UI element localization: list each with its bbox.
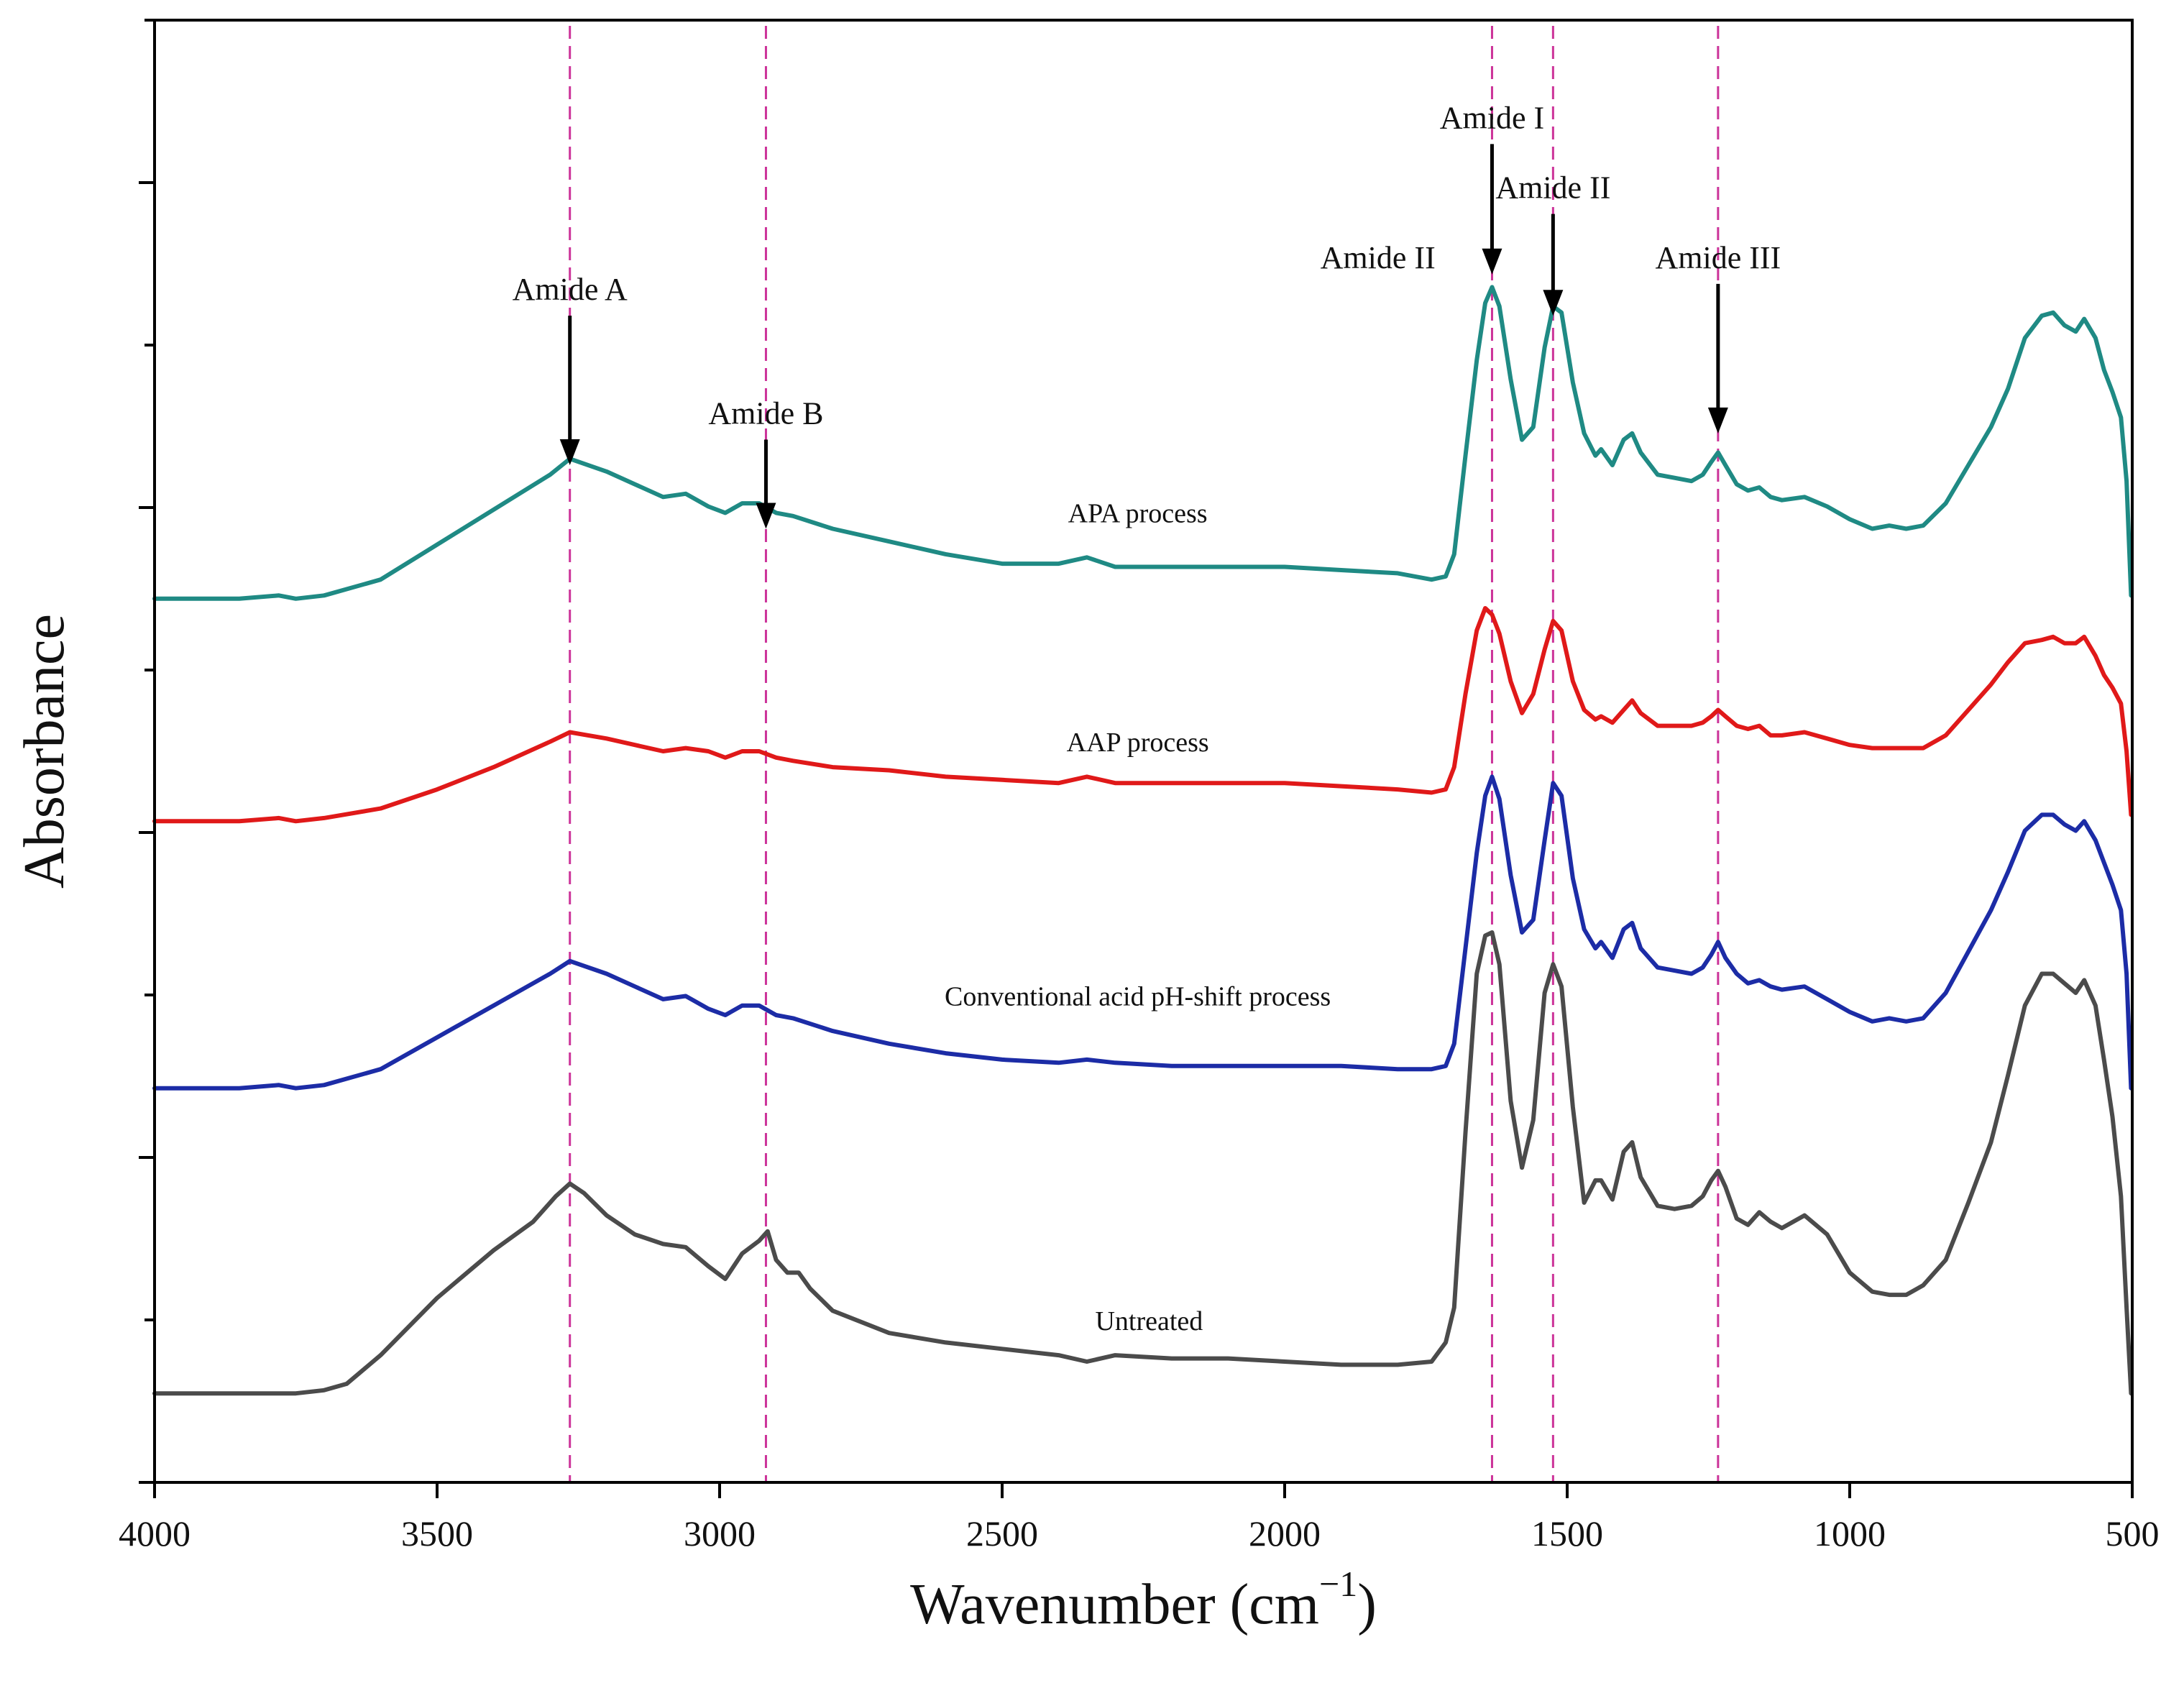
x-tick-label: 3500 [401,1513,473,1554]
x-tick-label: 2000 [1249,1513,1321,1554]
x-axis-title-main: Wavenumber (cm [910,1573,1319,1636]
series-line [152,774,2134,1091]
annotation-label: Amide III [1656,240,1781,275]
x-tick-label: 4000 [119,1513,191,1554]
series-line [152,606,2134,824]
annotation-label: Amide I [1440,100,1544,135]
x-tick-label: 500 [2106,1513,2160,1554]
x-tick-label: 1500 [1531,1513,1603,1554]
annotation-arrowhead [756,503,776,529]
annotation-label: Amide II [1321,240,1436,275]
plot-area: APA process AAP process Conventional acid … [152,26,2134,1482]
series-label: AAP process [1067,728,1209,758]
tick-marks: 4000 3500 3000 2500 2000 1500 1000 500 [119,19,2160,1554]
annotation-arrowhead [1482,248,1502,275]
annotation-arrowhead [1543,290,1564,316]
annotation-label: Amide B [708,396,823,431]
series-label: APA process [1068,499,1208,529]
series-line [152,285,2134,601]
x-tick-label: 1000 [1814,1513,1886,1554]
series-line [152,930,2134,1396]
x-axis-title-close: ) [1357,1573,1377,1636]
annotation-arrowhead [559,439,580,466]
annotation-label: Amide II [1495,170,1610,206]
series-label: Conventional acid pH-shift process [945,982,1331,1012]
annotation-arrowhead [1707,407,1728,434]
axes [153,19,2134,1484]
x-axis-title: Wavenumber (cm−1) [910,1564,1377,1636]
x-tick-label: 3000 [684,1513,756,1554]
x-axis-title-superscript: −1 [1319,1564,1357,1604]
y-axis-title: Absorbance [13,614,76,889]
annotation-label: Amide A [513,272,628,307]
series-label: Untreated [1095,1306,1203,1336]
plot-frame [153,19,2134,1484]
x-tick-label: 2500 [966,1513,1038,1554]
